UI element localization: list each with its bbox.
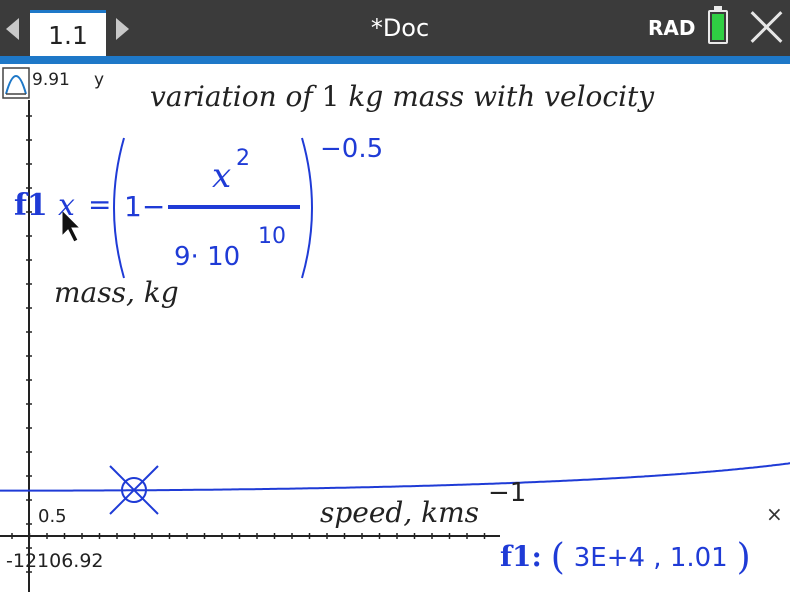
angle-mode-indicator: RAD [648,16,696,40]
tab-1-1[interactable]: 1.1 [30,10,106,64]
y-axis-label: mass, kg [54,276,179,309]
graph-canvas[interactable] [0,64,790,592]
tab-label: 1.1 [48,21,88,50]
function-name[interactable]: f1 [14,188,48,223]
y-axis-ticks [26,115,32,573]
function-denominator: 9· 10 [174,242,241,272]
dismiss-trace-icon[interactable]: × [766,502,783,526]
f1-curve[interactable] [0,64,790,492]
close-icon[interactable] [748,8,786,46]
accent-strip [0,56,790,64]
y-axis-name: y [94,70,105,90]
trace-function-label: f1: [500,540,542,573]
trace-readout: f1: ( 3E+4 , 1.01 ) [500,537,751,578]
function-denominator-exponent: 10 [258,224,286,249]
left-arrow-icon[interactable] [6,18,19,40]
document-title: *Doc [370,14,430,42]
trace-point-marker[interactable] [109,465,159,515]
right-arrow-icon[interactable] [116,18,129,40]
formula-right-paren [301,137,313,279]
function-outer-exponent: −0.5 [320,134,384,164]
x-min-label: -12106.92 [6,550,104,572]
x-axis-ticks [11,533,486,539]
function-numerator-exponent: 2 [236,146,250,171]
y-max-label: 9.91 [32,70,70,90]
x-axis-label: speed, kms [320,496,480,529]
trace-y-value: 1.01 [669,543,728,573]
graph-title: variation of 1 kg mass with velocity [150,80,655,113]
function-one-minus: 1− [124,190,166,223]
graph-area[interactable]: 9.91 y variation of 1 kg mass with veloc… [0,64,790,592]
y-tick-label: 0.5 [38,506,67,527]
function-equals: = [88,188,112,221]
graph-tool-icon[interactable] [2,67,30,99]
top-bar: 1.1 *Doc RAD [0,0,790,64]
function-variable: x [58,188,75,223]
trace-x-value[interactable]: 3E+4 [573,543,646,573]
mouse-cursor-icon [61,208,82,243]
formula-left-paren [113,137,125,279]
battery-icon [708,6,728,44]
x-axis-label-exponent: −1 [488,478,527,508]
function-numerator: x [212,156,232,196]
